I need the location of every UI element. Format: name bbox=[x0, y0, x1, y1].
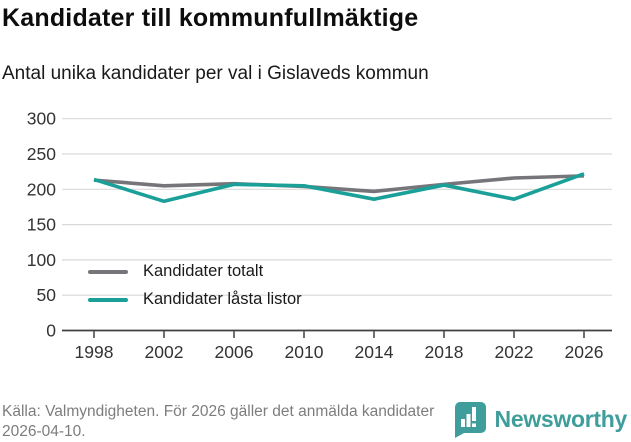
x-tick-label: 2002 bbox=[145, 342, 184, 362]
y-tick-label: 150 bbox=[27, 215, 56, 235]
y-tick-label: 200 bbox=[27, 179, 56, 199]
legend-item-lasta-listor: Kandidater låsta listor bbox=[88, 290, 302, 309]
chart-legend: Kandidater totalt Kandidater låsta listo… bbox=[88, 262, 302, 309]
legend-label-lasta-listor: Kandidater låsta listor bbox=[143, 290, 302, 308]
chart-subtitle: Antal unika kandidater per val i Gislave… bbox=[2, 63, 429, 84]
x-tick-label: 1998 bbox=[75, 342, 114, 362]
x-tick-label: 2010 bbox=[285, 342, 324, 362]
line-chart: 0 50 100 150 200 250 300 1998 2002 2006 2010 2014 20… bbox=[27, 109, 612, 362]
y-tick-label: 100 bbox=[27, 250, 56, 270]
legend-item-totalt: Kandidater totalt bbox=[88, 262, 302, 281]
legend-swatch-totalt bbox=[88, 269, 128, 274]
y-tick-label: 0 bbox=[46, 321, 56, 341]
x-tick-label: 2006 bbox=[215, 342, 254, 362]
y-tick-label: 50 bbox=[37, 285, 57, 305]
newsworthy-logo: Newsworthy bbox=[450, 399, 627, 439]
newsworthy-logo-text: Newsworthy bbox=[494, 405, 628, 432]
series-line-1 bbox=[93, 172, 585, 204]
y-tick-label: 300 bbox=[27, 109, 56, 129]
source-note: Källa: Valmyndigheten. För 2026 gäller d… bbox=[2, 403, 435, 441]
x-tick-label: 2018 bbox=[425, 342, 464, 362]
series-line-0 bbox=[93, 174, 585, 194]
x-tick-label: 2014 bbox=[355, 342, 394, 362]
page-title: Kandidater till kommunfullmäktige bbox=[2, 4, 419, 32]
legend-swatch-lasta-listor bbox=[88, 297, 128, 302]
x-tick-label: 2022 bbox=[495, 342, 534, 362]
y-tick-label: 250 bbox=[27, 144, 56, 164]
legend-label-totalt: Kandidater totalt bbox=[143, 262, 264, 280]
x-tick-label: 2026 bbox=[565, 342, 604, 362]
newsworthy-logo-icon bbox=[454, 402, 486, 438]
